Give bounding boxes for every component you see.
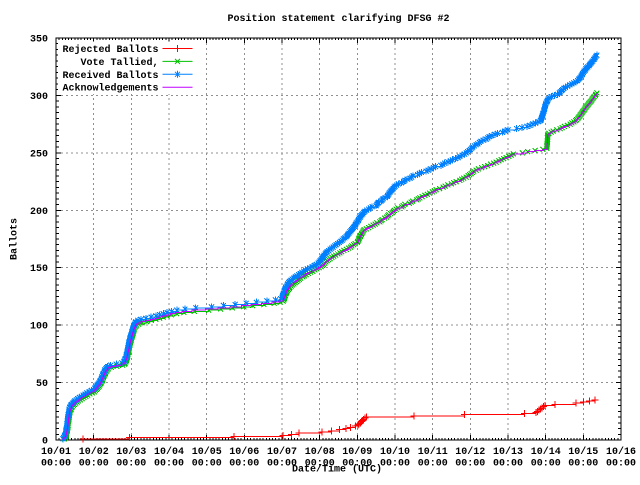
svg-text:10/10: 10/10 — [380, 446, 410, 458]
svg-text:10/01: 10/01 — [41, 446, 71, 458]
svg-text:00:00: 00:00 — [305, 459, 335, 470]
svg-text:10/12: 10/12 — [455, 446, 485, 458]
svg-text:00:00: 00:00 — [342, 459, 372, 470]
svg-text:10/05: 10/05 — [192, 446, 222, 458]
svg-text:10/08: 10/08 — [305, 446, 335, 458]
svg-text:00:00: 00:00 — [229, 459, 259, 470]
svg-text:00:00: 00:00 — [531, 459, 561, 470]
svg-text:Ballots: Ballots — [9, 218, 21, 260]
svg-text:00:00: 00:00 — [192, 459, 222, 470]
svg-text:10/11: 10/11 — [418, 446, 448, 458]
svg-text:Acknowledgements: Acknowledgements — [62, 83, 158, 95]
svg-text:10/02: 10/02 — [79, 446, 109, 458]
svg-text:200: 200 — [30, 207, 48, 218]
svg-text:150: 150 — [30, 264, 48, 275]
svg-text:10/15: 10/15 — [568, 446, 598, 458]
svg-text:00:00: 00:00 — [116, 459, 146, 470]
svg-text:Vote Tallied,: Vote Tallied, — [80, 57, 158, 69]
svg-text:300: 300 — [30, 92, 48, 103]
svg-text:00:00: 00:00 — [380, 459, 410, 470]
svg-text:350: 350 — [30, 35, 48, 46]
svg-text:10/07: 10/07 — [267, 446, 297, 458]
svg-text:10/04: 10/04 — [154, 446, 184, 458]
svg-text:00:00: 00:00 — [79, 459, 109, 470]
svg-text:00:00: 00:00 — [418, 459, 448, 470]
svg-text:10/09: 10/09 — [342, 446, 372, 458]
svg-text:50: 50 — [36, 379, 48, 390]
svg-text:10/13: 10/13 — [493, 446, 523, 458]
svg-text:Date/Time (UTC): Date/Time (UTC) — [292, 464, 382, 476]
svg-text:00:00: 00:00 — [568, 459, 598, 470]
svg-text:00:00: 00:00 — [41, 459, 71, 470]
svg-text:250: 250 — [30, 149, 48, 160]
svg-text:Received Ballots: Received Ballots — [62, 70, 158, 82]
svg-text:00:00: 00:00 — [267, 459, 297, 470]
svg-text:00:00: 00:00 — [455, 459, 485, 470]
svg-text:00:00: 00:00 — [493, 459, 523, 470]
svg-text:00:00: 00:00 — [154, 459, 184, 470]
svg-text:10/14: 10/14 — [531, 446, 561, 458]
svg-text:Rejected Ballots: Rejected Ballots — [62, 44, 158, 56]
svg-text:10/06: 10/06 — [229, 446, 259, 458]
svg-text:0: 0 — [42, 437, 48, 448]
svg-text:10/03: 10/03 — [116, 446, 146, 458]
svg-text:00:00: 00:00 — [606, 459, 636, 470]
svg-text:10/16: 10/16 — [606, 446, 636, 458]
svg-text:100: 100 — [30, 322, 48, 333]
svg-text:Position statement clarifying: Position statement clarifying DFSG #2 — [227, 13, 449, 25]
